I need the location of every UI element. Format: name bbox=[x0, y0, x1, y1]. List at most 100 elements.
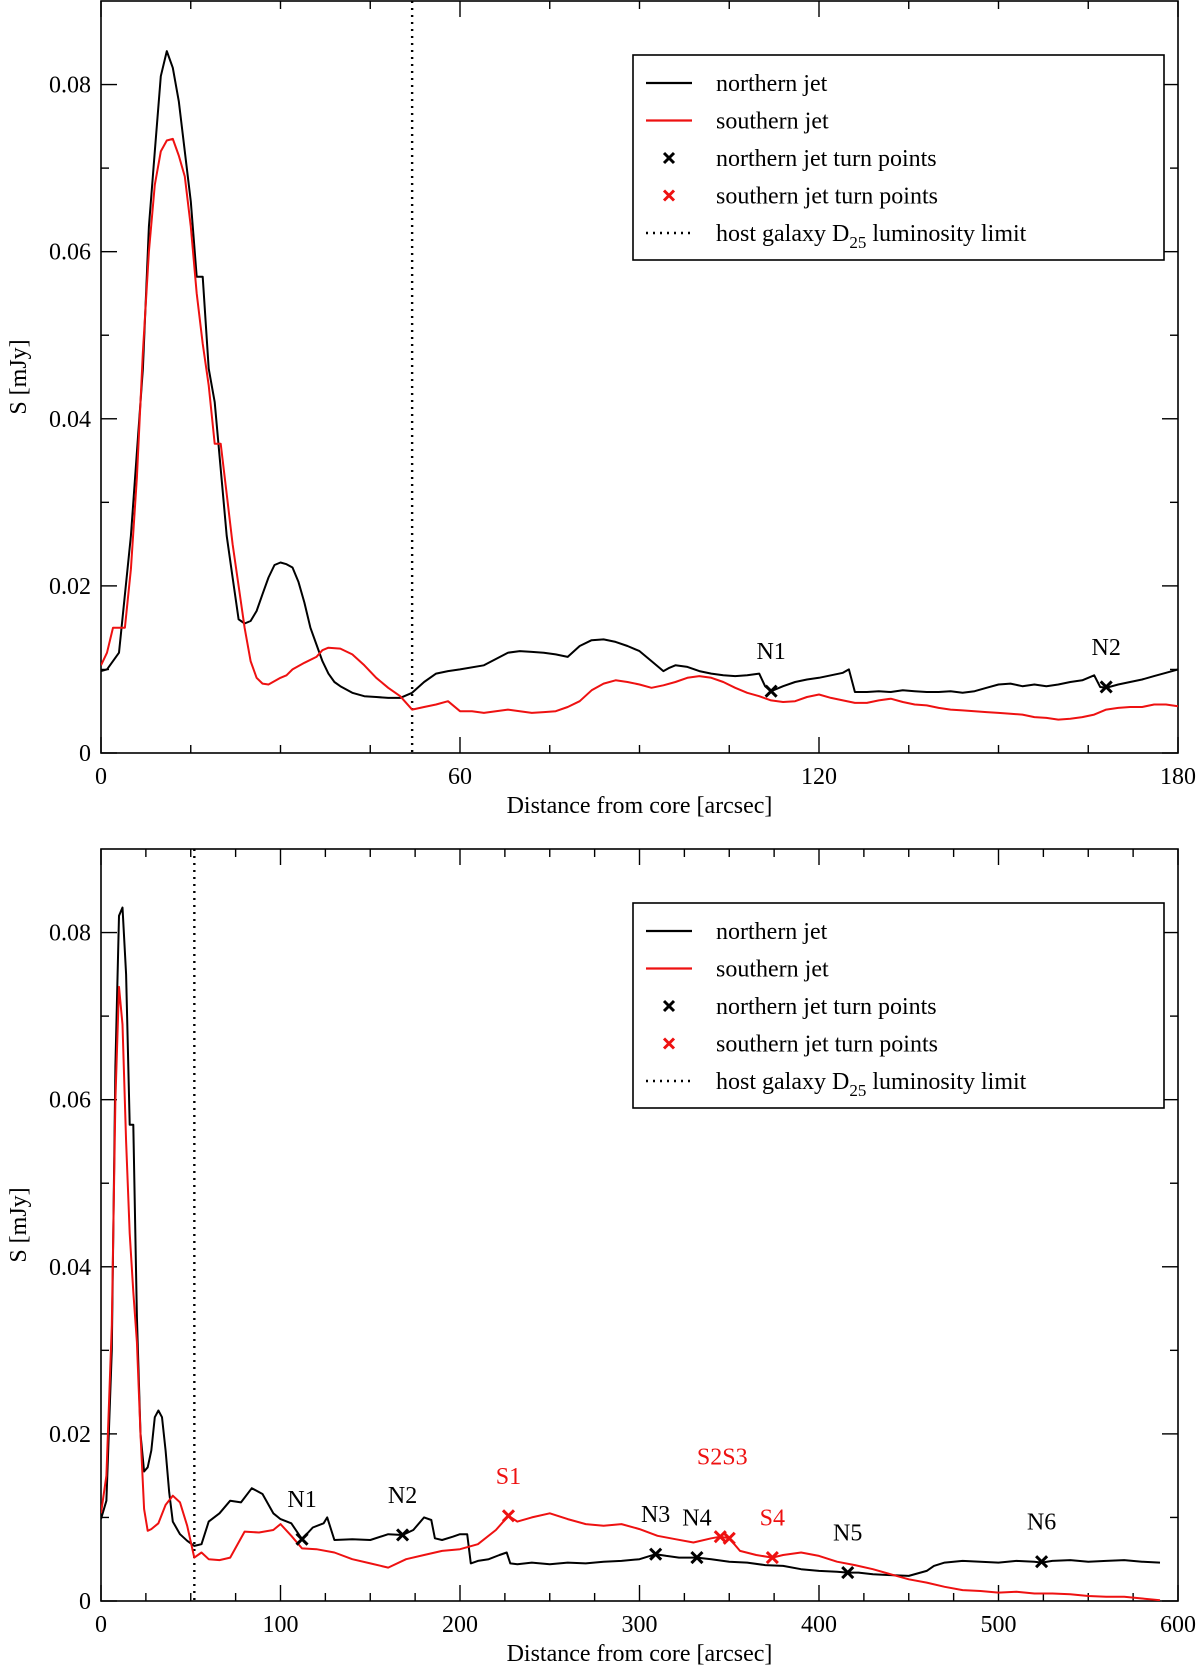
legend-box bbox=[632, 902, 1165, 1109]
northern-jet-line bbox=[101, 50, 1178, 699]
turn-point-label-n1: N1 bbox=[287, 1487, 316, 1513]
y-tick-label: 0 bbox=[79, 741, 91, 767]
legend-label: northern jet bbox=[716, 919, 828, 945]
legend: northern jet southern jet northern jet tur… bbox=[632, 902, 1165, 1109]
marker-stroke bbox=[1099, 680, 1113, 694]
y-tick-label: 0.04 bbox=[49, 407, 91, 433]
plot-area bbox=[101, 849, 1161, 1601]
marker-stroke bbox=[690, 1550, 704, 1565]
turn-point-label-n2: N2 bbox=[1092, 635, 1121, 661]
marker-stroke bbox=[841, 1566, 855, 1580]
legend-item-southern-turns: southern jet turn points bbox=[662, 184, 938, 210]
legend-label: host galaxy D25 luminosity limit bbox=[716, 221, 1027, 252]
turn-point-label-s1: S1 bbox=[496, 1464, 521, 1490]
southern-turn-point-marker bbox=[722, 1531, 736, 1545]
x-tick-label: 600 bbox=[1160, 1612, 1196, 1638]
y-tick-label: 0.02 bbox=[49, 1422, 91, 1448]
x-tick-label: 0 bbox=[95, 1612, 107, 1638]
legend-item-southern-turns: southern jet turn points bbox=[662, 1032, 938, 1058]
legend-label: northern jet turn points bbox=[716, 146, 937, 172]
chart-panel-2: 0 100 200 300 400 500 600 0 0.02 0.04 0.06 0.08 Dist… bbox=[6, 848, 1196, 1667]
legend: northern jet southern jet northern jet tur… bbox=[632, 54, 1165, 261]
legend-item-northern: northern jet bbox=[646, 919, 828, 945]
legend-label: northern jet turn points bbox=[716, 994, 937, 1020]
legend-label-suffix: luminosity limit bbox=[866, 221, 1026, 247]
chart-panel-1: 0 60 120 180 0 0.02 0.04 0.06 0.08 Distance from … bbox=[6, 0, 1196, 819]
x-tick-label: 60 bbox=[448, 764, 472, 790]
y-tick-label: 0.06 bbox=[49, 240, 91, 266]
southern-jet-line bbox=[101, 985, 1161, 1601]
x-axis-label: Distance from core [arcsec] bbox=[507, 1641, 773, 1667]
marker-stroke bbox=[764, 684, 778, 698]
marker-stroke bbox=[722, 1531, 736, 1545]
marker-stroke bbox=[765, 1550, 779, 1565]
y-tick-label: 0.06 bbox=[49, 1088, 91, 1114]
legend-label: southern jet turn points bbox=[716, 184, 938, 210]
marker-stroke bbox=[395, 1528, 410, 1542]
marker-stroke bbox=[1035, 1555, 1049, 1569]
x-axis-label: Distance from core [arcsec] bbox=[507, 793, 773, 819]
northern-jet-line bbox=[101, 906, 1161, 1577]
legend-label-subscript: 25 bbox=[849, 233, 866, 252]
southern-turn-point-marker bbox=[501, 1509, 516, 1523]
southern-turn-point-marker bbox=[765, 1550, 779, 1565]
legend-swatch-marker bbox=[662, 999, 676, 1013]
legend-item-northern-turns: northern jet turn points bbox=[662, 994, 937, 1020]
y-tick-label: 0.02 bbox=[49, 574, 91, 600]
turn-point-label-n4: N4 bbox=[682, 1506, 711, 1532]
turn-points: N1 N2 S1 N3 N4 S2S3 S4 N5 N6 bbox=[287, 1445, 1056, 1580]
legend-label-suffix: luminosity limit bbox=[866, 1069, 1026, 1095]
legend-label: northern jet bbox=[716, 71, 828, 97]
northern-turn-point-marker bbox=[764, 684, 778, 698]
legend-item-southern: southern jet bbox=[646, 109, 829, 135]
legend-label: southern jet bbox=[716, 109, 829, 135]
legend-item-limit: host galaxy D25 luminosity limit bbox=[646, 1069, 1027, 1100]
turn-point-label-n3: N3 bbox=[641, 1502, 670, 1528]
turn-point-label-n5: N5 bbox=[833, 1521, 862, 1547]
turn-point-label-s2s3: S2S3 bbox=[697, 1445, 748, 1471]
turn-point-label-n1: N1 bbox=[756, 639, 785, 665]
northern-turn-point-marker bbox=[395, 1528, 410, 1542]
marker-stroke bbox=[501, 1509, 516, 1523]
legend-label-prefix: host galaxy D bbox=[716, 221, 849, 247]
x-tick-label: 120 bbox=[801, 764, 837, 790]
y-axis-label: S [mJy] bbox=[6, 1187, 32, 1262]
x-tick-label: 300 bbox=[622, 1612, 658, 1638]
legend-item-southern: southern jet bbox=[646, 957, 829, 983]
legend-box bbox=[632, 54, 1165, 261]
northern-turn-point-marker bbox=[295, 1532, 309, 1546]
northern-turn-point-marker bbox=[690, 1550, 704, 1565]
turn-point-label-n2: N2 bbox=[388, 1483, 417, 1509]
legend-swatch-marker bbox=[662, 189, 676, 202]
turn-points: N1 N2 bbox=[756, 635, 1121, 698]
legend-swatch-marker bbox=[662, 1037, 676, 1050]
legend-label: southern jet bbox=[716, 957, 829, 983]
x-tick-label: 200 bbox=[442, 1612, 478, 1638]
turn-point-label-n6: N6 bbox=[1027, 1510, 1056, 1536]
legend-item-northern-turns: northern jet turn points bbox=[662, 146, 937, 172]
x-tick-label: 100 bbox=[263, 1612, 299, 1638]
northern-turn-point-marker bbox=[1099, 680, 1113, 694]
legend-label-prefix: host galaxy D bbox=[716, 1069, 849, 1095]
y-tick-label: 0 bbox=[79, 1589, 91, 1615]
turn-point-label-s4: S4 bbox=[760, 1506, 785, 1532]
x-tick-label: 180 bbox=[1160, 764, 1196, 790]
x-tick-label: 500 bbox=[981, 1612, 1017, 1638]
legend-item-northern: northern jet bbox=[646, 71, 828, 97]
southern-jet-line bbox=[101, 137, 1178, 721]
legend-swatch-marker bbox=[662, 151, 676, 165]
northern-turn-point-marker bbox=[1035, 1555, 1049, 1569]
y-tick-label: 0.04 bbox=[49, 1255, 91, 1281]
northern-turn-point-marker bbox=[649, 1547, 663, 1561]
x-tick-label: 0 bbox=[95, 764, 107, 790]
legend-label: host galaxy D25 luminosity limit bbox=[716, 1069, 1027, 1100]
marker-stroke bbox=[295, 1532, 309, 1546]
y-tick-label: 0.08 bbox=[49, 921, 91, 947]
legend-item-limit: host galaxy D25 luminosity limit bbox=[646, 221, 1027, 252]
plot-area bbox=[101, 1, 1178, 753]
y-axis-label: S [mJy] bbox=[6, 339, 32, 414]
y-tick-label: 0.08 bbox=[49, 73, 91, 99]
legend-label: southern jet turn points bbox=[716, 1032, 938, 1058]
legend-label-subscript: 25 bbox=[849, 1081, 866, 1100]
